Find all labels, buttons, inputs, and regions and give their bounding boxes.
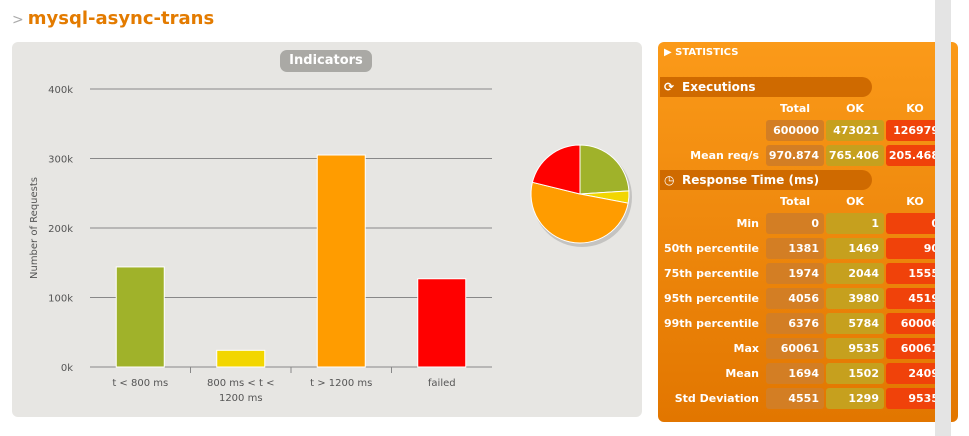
executions-label: Executions (682, 80, 756, 94)
cell-total: Total (779, 195, 811, 208)
executions-row: Mean req/s 970.874 765.406 205.468 (658, 145, 958, 166)
y-axis-label: Number of Requests (29, 177, 40, 279)
chart-title: Indicators (280, 50, 372, 72)
title-text: mysql-async-trans (27, 8, 215, 29)
clock-icon: ◷ (664, 173, 675, 187)
y-tick-label: 300k (48, 155, 73, 166)
cell-ko: 60061 (886, 338, 944, 359)
cell-ko: 126979 (886, 120, 944, 141)
cell-ko: 60006 (886, 313, 944, 334)
cell-ko: 1555 (886, 263, 944, 284)
response-time-row: Mean 1694 1502 2409 (658, 363, 958, 384)
row-label (658, 98, 764, 119)
cell-ok: OK (846, 102, 864, 115)
response-time-row: 75th percentile 1974 2044 1555 (658, 263, 958, 284)
cell-ok: 473021 (826, 120, 884, 141)
response-time-section: ◷ Response Time (ms) (660, 170, 872, 190)
response-time-row: 95th percentile 4056 3980 4519 (658, 288, 958, 309)
cell-ok: 1299 (826, 388, 884, 409)
cell-ok: OK (846, 195, 864, 208)
bar-2 (316, 154, 366, 368)
row-label: 95th percentile (663, 292, 759, 305)
row-label: 99th percentile (663, 317, 759, 330)
cell-total: 1974 (766, 263, 824, 284)
statistics-panel: ▶ STATISTICS ⟳ Executions ◷ Response Time … (658, 42, 958, 422)
cell-ok: 1502 (826, 363, 884, 384)
response-time-row: Min010 (658, 213, 958, 234)
x-tick-label: failed (428, 378, 456, 389)
cell-ok: 5784 (826, 313, 884, 334)
cell-ko: 4519 (886, 288, 944, 309)
response-time-row: Max 60061 9535 60061 (658, 338, 958, 359)
cell-total: 0 (766, 213, 824, 234)
cell-ok: 9535 (826, 338, 884, 359)
statistics-title: STATISTICS (675, 47, 739, 58)
page-title: > mysql-async-trans (12, 8, 214, 29)
executions-row: 600000 473021 126979 (658, 120, 958, 141)
y-tick-label: 200k (48, 224, 73, 235)
cell-total: 1381 (766, 238, 824, 259)
cell-total: 1694 (766, 363, 824, 384)
response-time-label: Response Time (ms) (682, 173, 820, 187)
bar-3 (417, 278, 467, 368)
x-tick-label: t > 1200 ms (310, 378, 372, 389)
x-tick-label: 800 ms < t < (207, 378, 274, 389)
row-label: Mean req/s (690, 149, 759, 162)
cell-total: 60061 (766, 338, 824, 359)
row-label (658, 191, 764, 212)
cell-total: Total (779, 102, 811, 115)
y-tick-label: 400k (48, 85, 73, 96)
bar-1 (216, 349, 266, 368)
row-label: 50th percentile (663, 242, 759, 255)
y-tick-label: 100k (48, 294, 73, 305)
pie-slice-3 (531, 144, 581, 195)
y-tick-label: 0k (61, 363, 73, 374)
x-tick-label: t < 800 ms (112, 378, 168, 389)
cell-total: 4056 (766, 288, 824, 309)
cell-total: 970.874 (766, 145, 824, 166)
statistics-header[interactable]: ▶ STATISTICS (664, 47, 739, 58)
refresh-icon: ⟳ (664, 80, 675, 94)
cell-total: 600000 (766, 120, 824, 141)
cell-ko: KO (906, 195, 924, 208)
row-label: Max (733, 342, 759, 355)
row-label: Min (736, 217, 759, 230)
executions-section: ⟳ Executions (660, 77, 872, 97)
chevron-right-icon: > (12, 12, 24, 28)
scrollbar[interactable] (935, 0, 951, 436)
cell-ok: 1 (826, 213, 884, 234)
row-label: 75th percentile (663, 267, 759, 280)
cell-ko: 2409 (886, 363, 944, 384)
pie-slice-0 (579, 144, 630, 195)
cell-ko: 205.468 (886, 145, 944, 166)
row-label (658, 120, 764, 141)
cell-total: 6376 (766, 313, 824, 334)
cell-ok: 2044 (826, 263, 884, 284)
executions-column-headers: Total OK KO (658, 98, 958, 119)
cell-ok: 1469 (826, 238, 884, 259)
cell-ok: 3980 (826, 288, 884, 309)
x-tick-label: 1200 ms (219, 393, 263, 404)
indicators-chart: 0k 100k 200k 300k 400k Number of Requests t < … (29, 85, 632, 404)
row-label: Mean (725, 367, 759, 380)
cell-ko: KO (906, 102, 924, 115)
pie-slice-2 (530, 181, 629, 244)
response-time-row: Std Deviation 4551 1299 9535 (658, 388, 958, 409)
cell-ko: 9535 (886, 388, 944, 409)
cell-total: 4551 (766, 388, 824, 409)
cell-ok: 765.406 (826, 145, 884, 166)
response-time-column-headers: Total OK KO (658, 191, 958, 212)
response-time-row: 99th percentile 6376 5784 60006 (658, 313, 958, 334)
response-time-row: 50th percentile 1381 1469 90 (658, 238, 958, 259)
row-label: Std Deviation (674, 392, 759, 405)
bar-0 (115, 266, 165, 368)
